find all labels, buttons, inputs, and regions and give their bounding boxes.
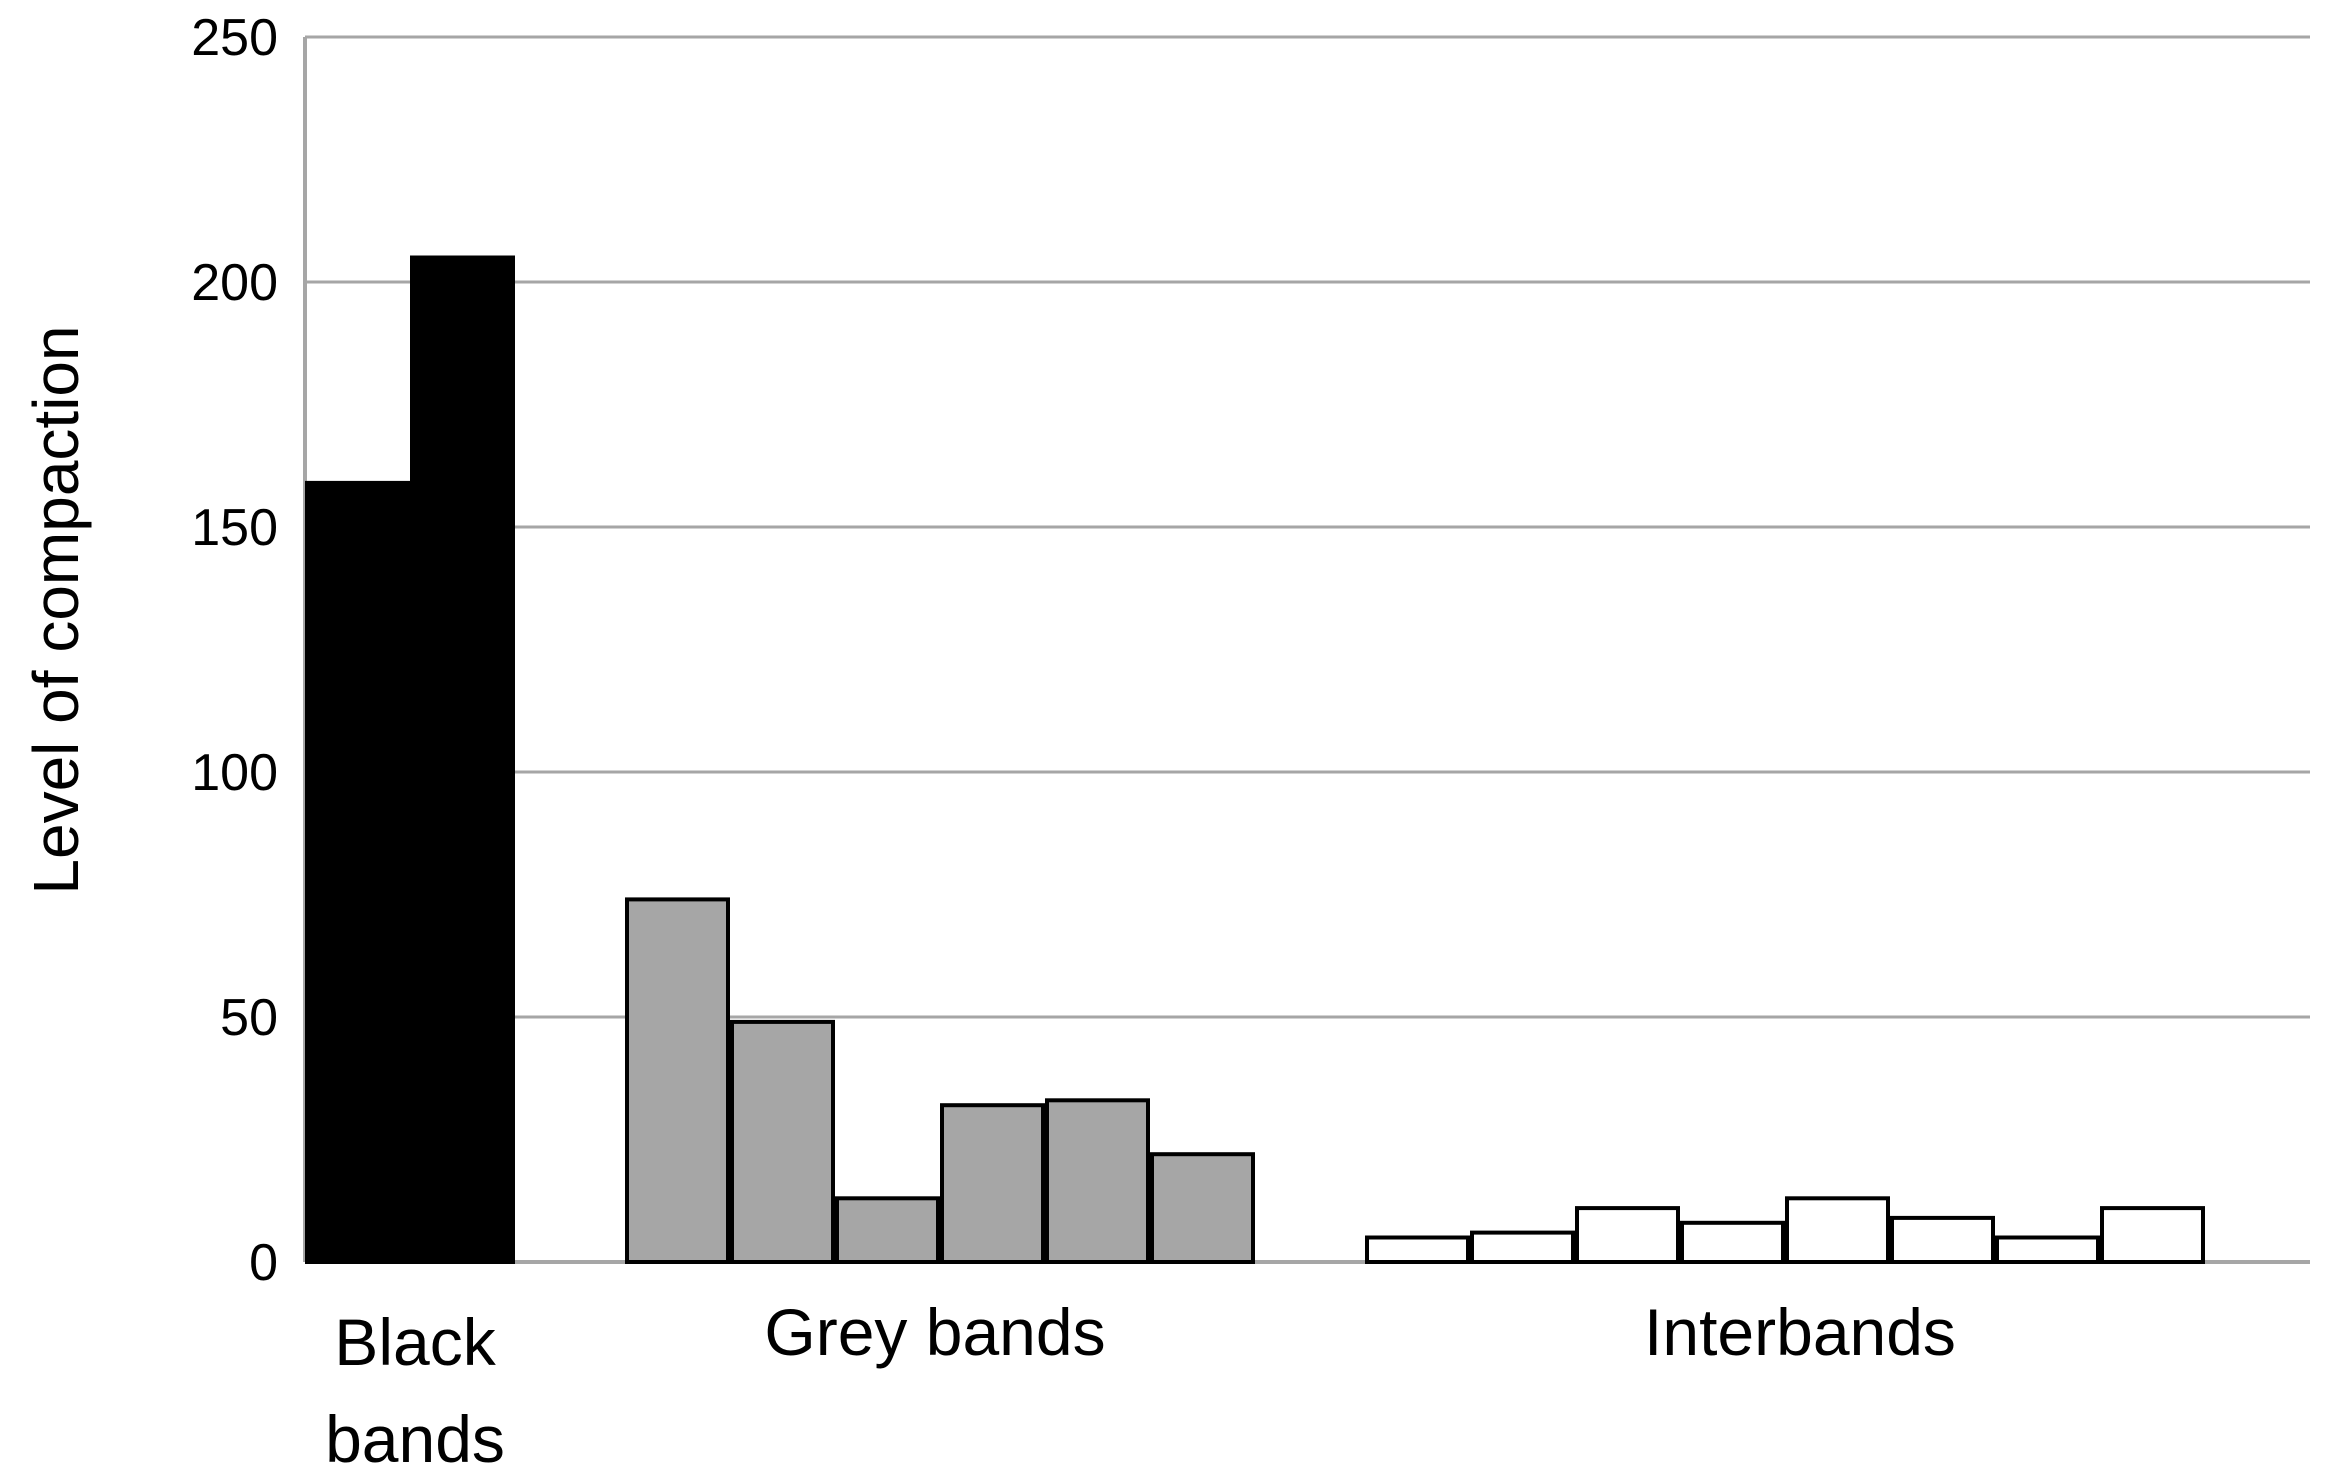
- y-tick-label: 200: [191, 254, 278, 312]
- group-labels: Black bands Grey bands Interbands: [325, 1295, 1956, 1476]
- bar: [410, 255, 515, 1264]
- bar: [835, 1196, 940, 1265]
- bar: [1365, 1235, 1470, 1264]
- bar: [1575, 1206, 1680, 1264]
- y-tick-label: 100: [191, 744, 278, 802]
- y-tick-label: 50: [220, 989, 278, 1047]
- bar: [1995, 1235, 2100, 1264]
- bar: [1045, 1098, 1150, 1265]
- bar: [730, 1019, 835, 1265]
- y-tick-label: 150: [191, 499, 278, 557]
- y-axis-title: Level of compaction: [20, 325, 92, 894]
- bar: [1785, 1196, 1890, 1265]
- y-tick-label: 250: [191, 9, 278, 67]
- bar: [940, 1103, 1045, 1264]
- bar: [1150, 1152, 1255, 1264]
- bar: [625, 897, 730, 1265]
- y-tick-labels: 0 50 100 150 200 250: [191, 9, 278, 1292]
- bar: [1680, 1220, 1785, 1265]
- y-tick-label: 0: [249, 1234, 278, 1292]
- bar: [1890, 1215, 1995, 1265]
- x-group-label: bands: [325, 1402, 505, 1476]
- bar: [305, 480, 410, 1264]
- x-group-label: Grey bands: [764, 1295, 1105, 1369]
- x-group-label: Interbands: [1644, 1295, 1956, 1369]
- bars: [305, 255, 2205, 1265]
- axes: [303, 37, 2310, 1264]
- x-group-label: Black: [334, 1305, 496, 1379]
- bar: [2100, 1206, 2205, 1264]
- bar: [1470, 1230, 1575, 1264]
- gridlines: [305, 35, 2310, 1019]
